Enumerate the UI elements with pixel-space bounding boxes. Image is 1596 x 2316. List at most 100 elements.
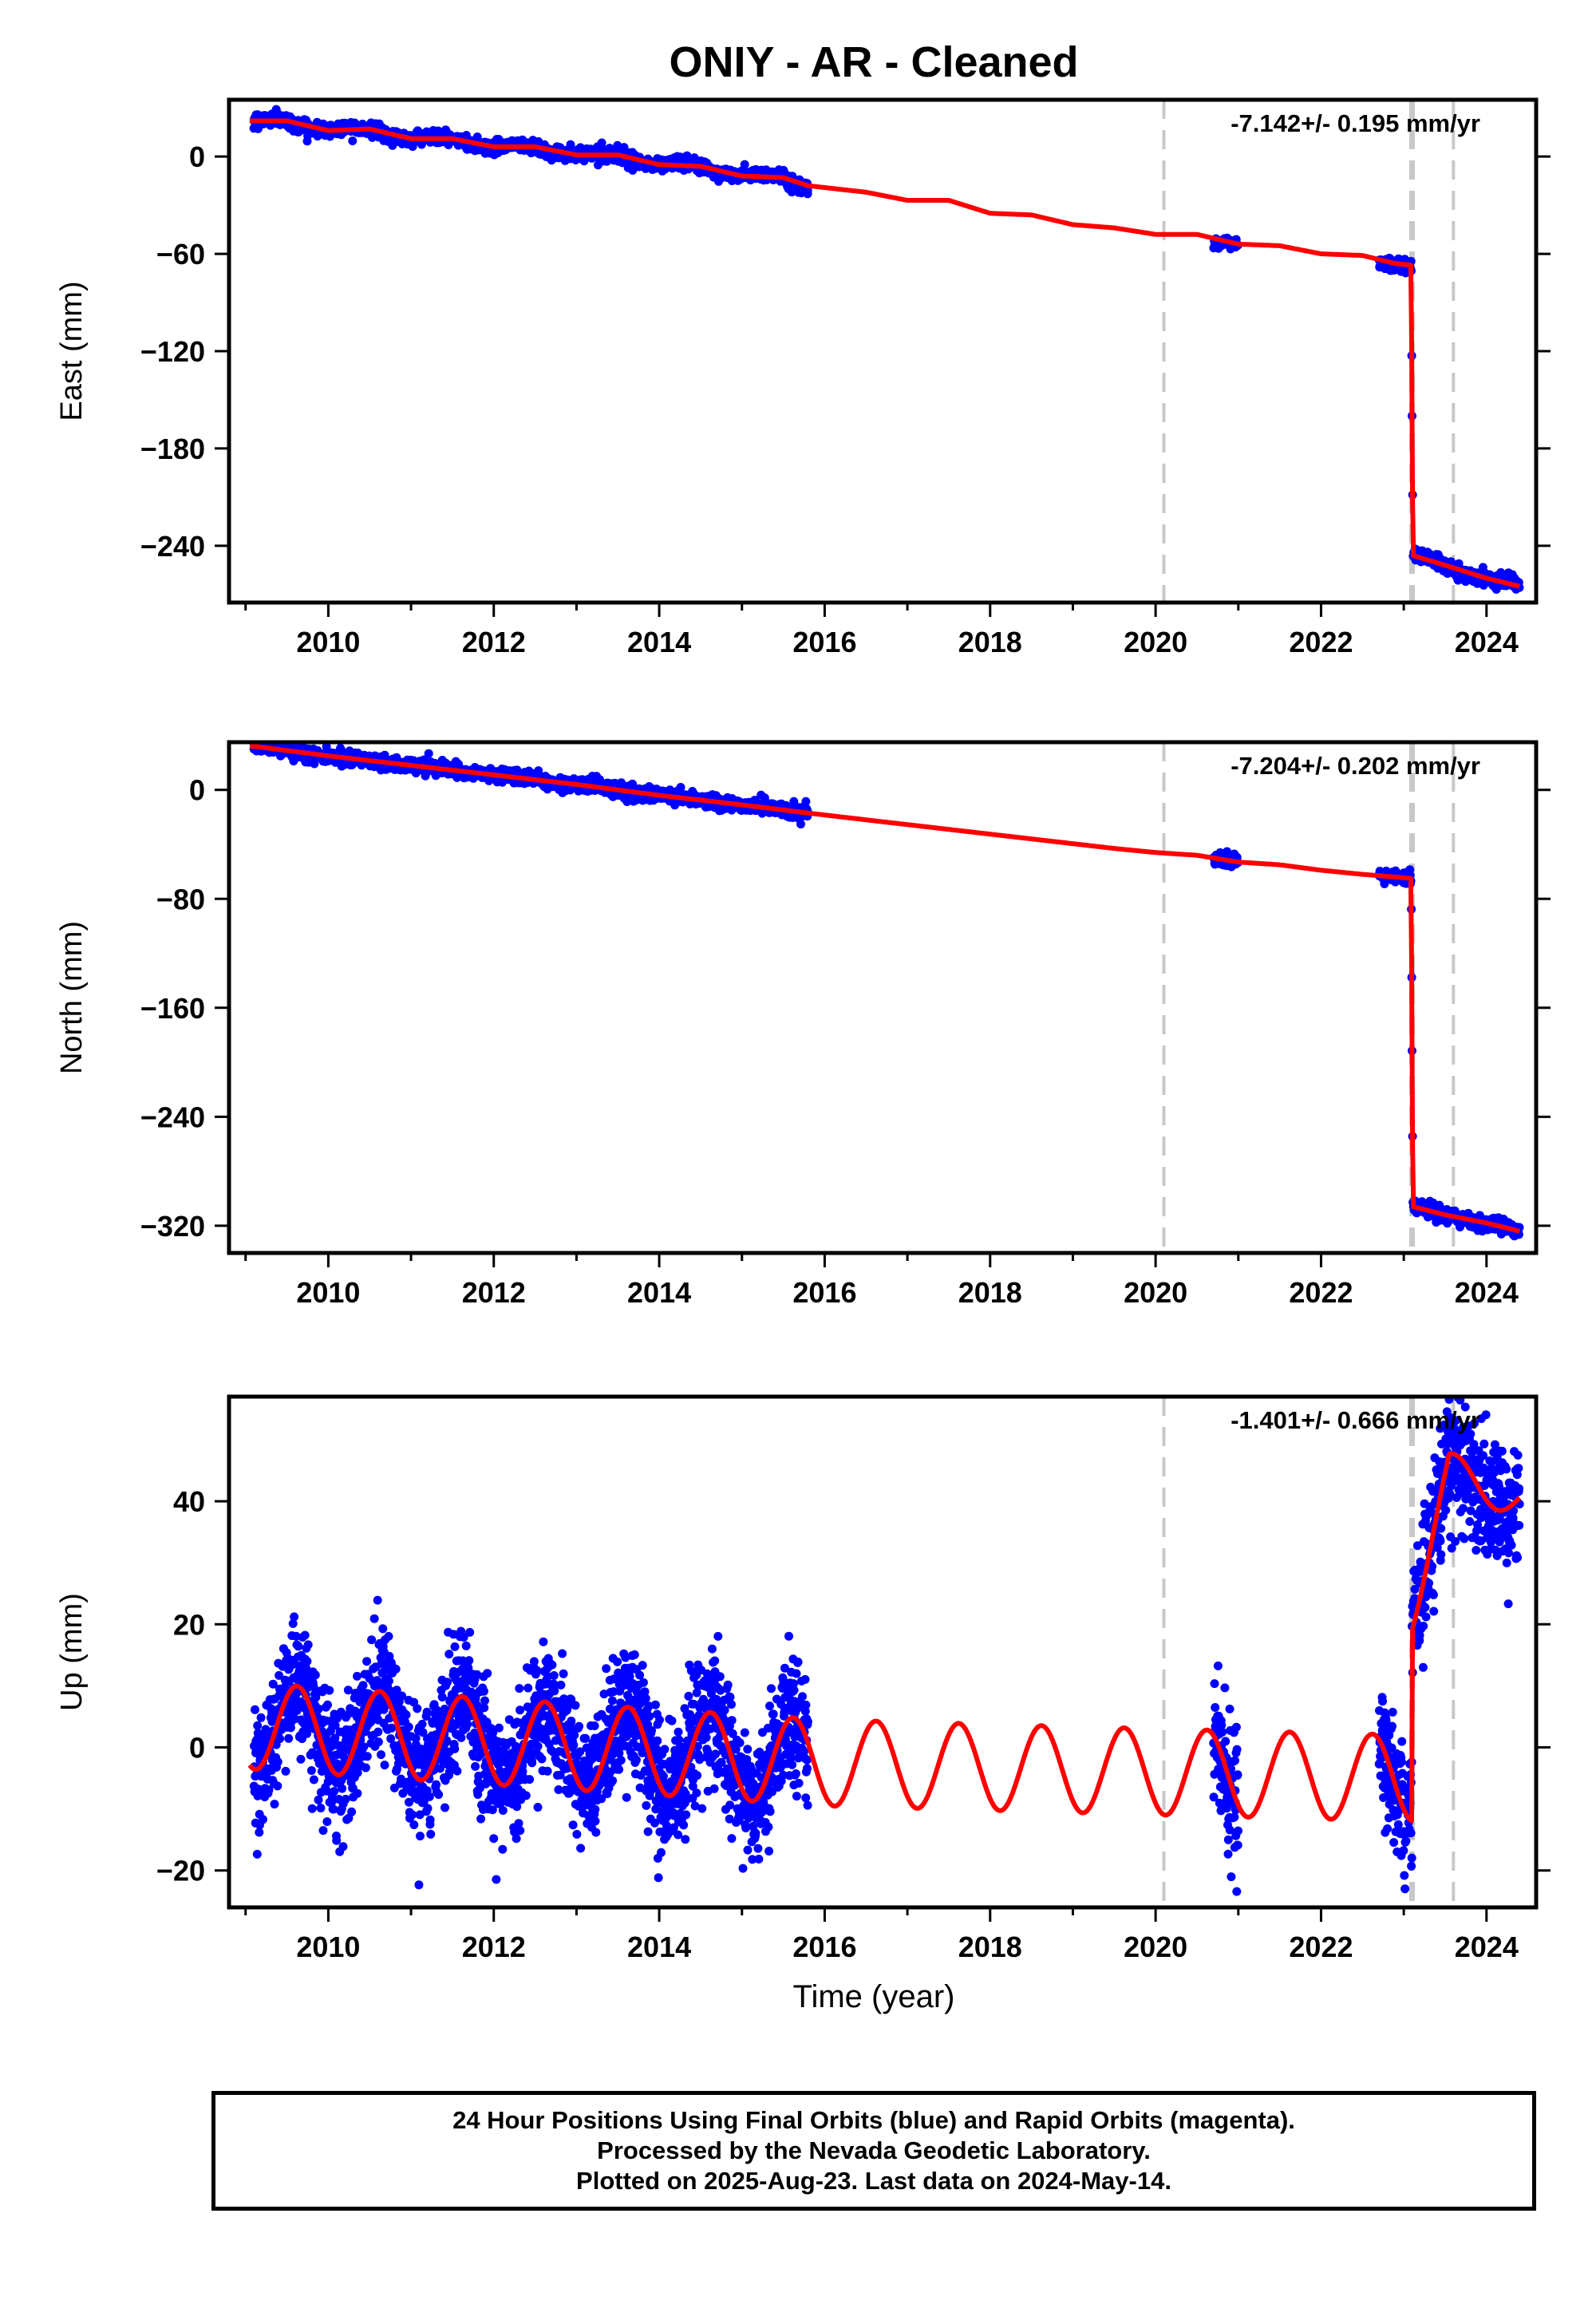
data-point: [348, 136, 358, 145]
data-point: [456, 1733, 466, 1742]
data-point: [362, 1657, 372, 1666]
data-point: [300, 1630, 310, 1640]
data-point: [480, 1696, 489, 1705]
y-tick-label: −120: [140, 335, 205, 368]
data-point: [347, 1807, 357, 1816]
data-point: [498, 1844, 508, 1854]
data-point: [294, 1642, 303, 1651]
data-point: [251, 1705, 259, 1714]
data-point: [423, 1804, 433, 1813]
data-point: [591, 1828, 601, 1837]
data-point: [547, 1660, 557, 1670]
x-tick-label: 2014: [627, 626, 691, 658]
data-point: [539, 1637, 548, 1646]
x-tick-label: 2018: [958, 626, 1022, 658]
data-point: [310, 759, 319, 769]
data-point: [303, 1640, 313, 1650]
data-point: [416, 1832, 425, 1841]
data-point: [527, 1758, 537, 1768]
data-point: [568, 1820, 578, 1830]
data-point: [307, 1804, 317, 1813]
data-point: [378, 1624, 388, 1634]
data-point: [338, 1842, 348, 1852]
data-point: [373, 1595, 382, 1605]
data-point: [314, 1795, 323, 1804]
data-point: [325, 1686, 334, 1695]
up-panel: 2010 2012 2014 2016 2018 2020 2022 202440200−20…: [55, 1394, 1551, 1963]
y-tick-label: 0: [189, 140, 205, 173]
data-point: [281, 1766, 290, 1776]
data-point: [373, 1727, 383, 1737]
data-point: [465, 1627, 475, 1637]
data-point: [512, 1834, 521, 1844]
data-point: [330, 1787, 339, 1796]
plot-frame: [227, 740, 1539, 1255]
data-point: [479, 1686, 488, 1696]
data-point: [569, 1741, 579, 1750]
data-point: [306, 1766, 316, 1775]
data-point: [413, 1704, 422, 1713]
data-point: [450, 1744, 460, 1753]
observed-points: [249, 1397, 1524, 1907]
data-point: [567, 1717, 576, 1725]
x-tick-label: 2022: [1289, 626, 1353, 658]
data-point: [367, 1635, 377, 1645]
x-tick-label: 2016: [792, 1276, 856, 1309]
data-point: [801, 796, 811, 806]
data-point: [417, 1719, 427, 1729]
y-axis-label: East (mm): [55, 281, 89, 421]
data-point: [516, 1705, 525, 1715]
data-point: [498, 1806, 508, 1815]
data-point: [559, 1669, 568, 1678]
x-tick-label: 2022: [1289, 1276, 1353, 1309]
figure-title: ONIY - AR - Cleaned: [669, 38, 1078, 86]
y-axis-label: North (mm): [55, 921, 89, 1074]
data-point: [408, 1810, 417, 1820]
data-point: [296, 1754, 306, 1764]
y-tick-label: −320: [140, 1210, 205, 1243]
data-point: [273, 1757, 282, 1767]
data-point: [361, 1763, 370, 1773]
data-point: [273, 1781, 282, 1791]
data-point: [314, 1704, 323, 1713]
data-point: [591, 1804, 600, 1814]
data-point: [384, 1631, 393, 1641]
data-point: [353, 1671, 361, 1681]
data-point: [483, 1669, 492, 1678]
x-tick-label: 2018: [958, 1276, 1022, 1309]
data-point: [581, 1733, 591, 1743]
y-tick-label: −240: [140, 1101, 205, 1133]
data-point: [252, 1849, 262, 1859]
data-point: [575, 1721, 584, 1731]
data-point: [525, 1775, 535, 1784]
y-tick-label: −80: [156, 883, 205, 915]
data-point: [533, 1741, 543, 1751]
data-point: [566, 140, 575, 149]
data-point: [391, 1664, 401, 1674]
data-point: [591, 1816, 600, 1826]
data-point: [426, 1829, 436, 1839]
data-point: [443, 1678, 452, 1687]
data-point: [437, 1693, 447, 1701]
data-point: [571, 1701, 580, 1710]
data-point: [341, 1794, 350, 1804]
data-point: [309, 1775, 318, 1784]
data-point: [318, 1826, 328, 1836]
data-point: [494, 1723, 504, 1733]
data-point: [450, 1642, 460, 1651]
data-point: [425, 1815, 435, 1824]
data-point: [302, 1657, 312, 1666]
data-point: [597, 138, 606, 148]
data-point: [492, 1875, 501, 1884]
data-point: [534, 766, 543, 776]
x-tick-label: 2014: [627, 1276, 691, 1309]
data-point: [550, 1686, 559, 1696]
x-tick-label: 2024: [1455, 626, 1519, 658]
observed-points: [249, 742, 1524, 1241]
data-point: [533, 1803, 543, 1812]
rate-label: -7.142+/- 0.195 mm/yr: [1231, 109, 1480, 137]
data-point: [489, 1834, 499, 1844]
x-tick-label: 2010: [296, 626, 360, 658]
data-point: [401, 1710, 411, 1720]
